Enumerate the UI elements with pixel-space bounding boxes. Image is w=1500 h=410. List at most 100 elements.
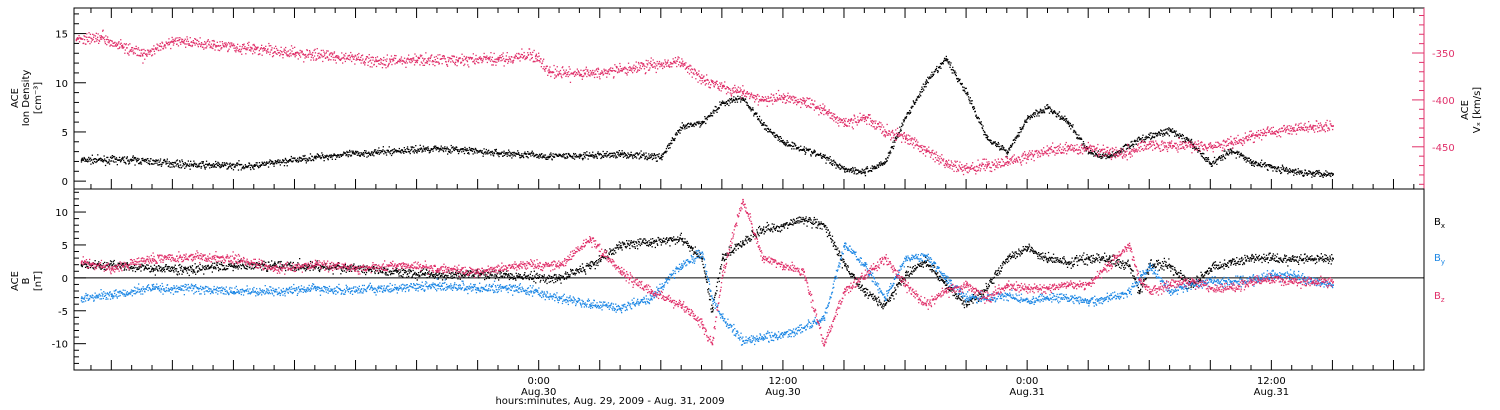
data-point (700, 121, 702, 123)
data-point (533, 49, 535, 52)
data-point (369, 60, 371, 62)
data-point (260, 47, 262, 49)
data-point (289, 160, 291, 162)
data-point (298, 53, 300, 55)
data-point (488, 57, 490, 59)
data-point (660, 62, 662, 64)
data-point (391, 63, 393, 66)
data-point (1223, 155, 1225, 157)
data-point (810, 155, 812, 157)
data-point (871, 170, 873, 172)
data-point (1010, 158, 1013, 160)
data-point (923, 146, 925, 148)
data-point (247, 47, 249, 49)
data-point (1167, 129, 1170, 131)
data-point (140, 161, 142, 163)
data-point (877, 166, 880, 168)
data-point (155, 47, 157, 49)
data-point (1041, 109, 1043, 111)
data-point (698, 70, 700, 72)
data-point (139, 49, 141, 51)
data-point (563, 154, 566, 156)
data-point (1247, 157, 1250, 159)
data-point (244, 48, 246, 50)
data-point (458, 150, 461, 153)
data-point (876, 126, 878, 129)
data-point (323, 157, 325, 159)
data-point (205, 47, 208, 49)
data-point (1062, 117, 1065, 119)
data-point (1087, 153, 1089, 155)
data-point (129, 43, 131, 45)
data-point (712, 80, 714, 82)
data-point (606, 151, 608, 153)
data-point (596, 68, 598, 70)
data-point (814, 151, 816, 154)
data-point (86, 33, 88, 35)
data-point (285, 52, 287, 54)
data-point (642, 154, 644, 156)
data-point (1272, 170, 1274, 172)
data-point (1100, 156, 1102, 158)
data-point (631, 70, 633, 72)
data-point (263, 49, 265, 51)
data-point (456, 65, 458, 67)
data-point (908, 139, 910, 141)
data-point (1206, 160, 1208, 162)
data-point (727, 91, 729, 93)
data-point (809, 148, 811, 150)
data-point (1221, 157, 1223, 159)
data-point (154, 162, 156, 164)
data-point (190, 165, 192, 167)
data-point (929, 77, 932, 79)
data-point (581, 78, 583, 80)
data-point (987, 164, 990, 166)
data-point (952, 165, 954, 167)
data-point (330, 154, 333, 156)
data-point (633, 64, 635, 66)
data-point (221, 165, 223, 167)
data-point (168, 161, 170, 163)
data-point (1303, 174, 1305, 176)
data-point (1058, 115, 1060, 117)
data-point (467, 64, 469, 66)
data-point (1083, 143, 1085, 145)
data-point (353, 153, 355, 155)
data-point (994, 159, 996, 161)
data-point (1034, 112, 1037, 114)
data-point (712, 109, 715, 111)
data-point (874, 167, 876, 170)
data-point (753, 97, 755, 99)
data-point (193, 160, 195, 162)
data-point (80, 161, 83, 163)
data-point (352, 150, 354, 152)
data-point (730, 89, 732, 92)
data-point (902, 119, 905, 121)
data-point (372, 152, 374, 154)
data-point (554, 68, 557, 70)
data-point (683, 126, 686, 128)
data-point (1131, 140, 1133, 143)
data-point (378, 147, 380, 149)
data-point (1294, 168, 1297, 170)
data-point (456, 146, 458, 149)
data-point (374, 149, 376, 151)
data-point (128, 163, 130, 165)
data-point (981, 127, 984, 130)
data-point (1027, 154, 1029, 156)
data-point (435, 145, 437, 147)
data-point (1298, 170, 1300, 172)
data-point (527, 157, 529, 159)
data-point (850, 168, 853, 170)
data-point (1136, 138, 1139, 140)
data-point (543, 69, 546, 71)
data-point (242, 44, 244, 46)
data-point (214, 166, 216, 168)
data-point (800, 106, 802, 109)
data-point (678, 64, 680, 66)
data-point (146, 161, 148, 163)
data-point (905, 136, 907, 138)
data-point (386, 54, 388, 56)
data-point (472, 153, 474, 155)
data-point (804, 101, 806, 104)
